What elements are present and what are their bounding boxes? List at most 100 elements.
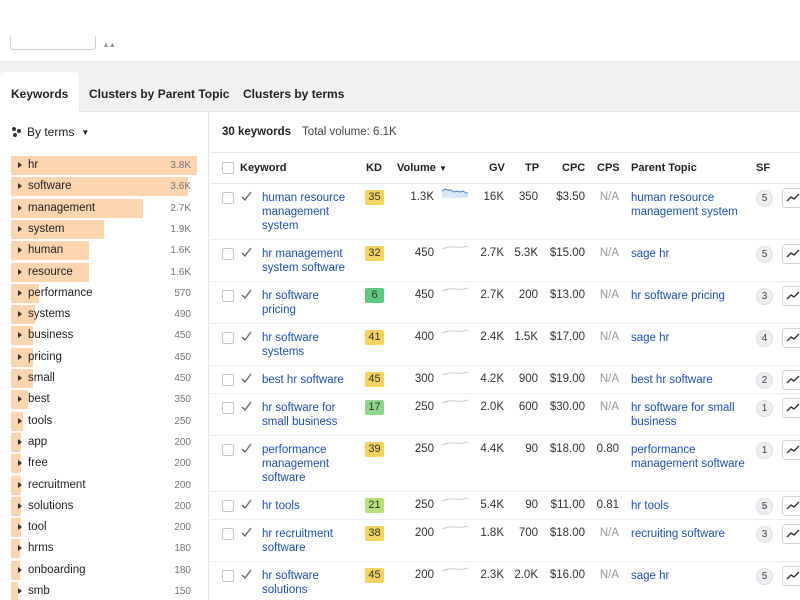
term-row[interactable]: management 2.7K [11,198,197,218]
term-row[interactable]: onboarding 180 [11,560,197,580]
sf-count-badge[interactable]: 2 [756,372,773,389]
group-by-dropdown[interactable]: By terms ▼ [12,125,89,139]
sf-count-badge[interactable]: 5 [756,498,773,515]
trend-chart-button[interactable] [782,496,800,516]
header-tp[interactable]: TP [525,162,540,174]
sf-count-badge[interactable]: 3 [756,526,773,543]
expand-arrow-icon[interactable] [18,460,22,467]
parent-topic-link[interactable]: sage hr [631,331,749,345]
expand-arrow-icon[interactable] [18,588,22,594]
expand-arrow-icon[interactable] [18,375,22,381]
trend-chart-button[interactable] [782,440,800,460]
keyword-link[interactable]: hr software for small business [262,401,357,429]
tab-keywords[interactable]: Keywords [0,72,80,112]
row-checkbox[interactable] [222,402,234,414]
term-row[interactable]: small 450 [11,369,197,388]
keyword-link[interactable]: hr recruitment software [262,527,357,555]
expand-arrow-icon[interactable] [18,183,22,190]
term-row[interactable]: free 200 [11,454,197,474]
row-checkbox[interactable] [222,290,234,302]
expand-arrow-icon[interactable] [18,545,22,552]
expand-arrow-icon[interactable] [18,481,22,488]
term-row[interactable]: software 3.6K [11,177,197,197]
expand-arrow-icon[interactable] [18,353,22,360]
term-row[interactable]: systems 490 [11,305,197,325]
trend-chart-button[interactable] [782,188,800,208]
sf-count-badge[interactable]: 4 [756,330,773,347]
row-checkbox[interactable] [222,528,234,540]
sf-count-badge[interactable]: 5 [756,568,773,585]
term-row[interactable]: tools 250 [11,411,197,431]
expand-arrow-icon[interactable] [18,417,22,424]
row-checkbox[interactable] [222,248,234,260]
keyword-link[interactable]: hr software pricing [262,289,357,317]
trend-chart-button[interactable] [782,370,800,390]
trend-chart-button[interactable] [782,328,800,348]
keyword-link[interactable]: hr tools [262,499,357,513]
parent-topic-link[interactable]: sage hr [631,247,749,261]
row-checkbox[interactable] [222,332,234,344]
term-row[interactable]: human 1.6K [11,241,197,261]
row-checkbox[interactable] [222,500,234,512]
term-row[interactable]: tool 200 [11,518,197,538]
expand-arrow-icon[interactable] [18,332,22,339]
header-cps[interactable]: CPS [597,162,620,174]
keyword-link[interactable]: hr software solutions [262,569,357,597]
tab-clusters-terms[interactable]: Clusters by terms [243,87,345,101]
parent-topic-link[interactable]: hr tools [631,499,749,513]
sf-count-badge[interactable]: 5 [756,246,773,263]
term-row[interactable]: resource 1.6K [11,262,197,282]
parent-topic-link[interactable]: recruiting software [631,527,749,541]
keyword-link[interactable]: best hr software [262,373,357,387]
term-row[interactable]: performance 570 [11,283,197,303]
term-row[interactable]: hr 3.8K [11,156,197,175]
expand-arrow-icon[interactable] [18,566,22,573]
sf-count-badge[interactable]: 5 [756,190,773,207]
sf-count-badge[interactable]: 1 [756,442,773,459]
term-row[interactable]: pricing 450 [11,347,197,367]
keyword-link[interactable]: human resource management system [262,191,357,233]
expand-arrow-icon[interactable] [18,311,22,318]
expand-arrow-icon[interactable] [18,524,22,531]
row-checkbox[interactable] [222,374,234,386]
header-parent-topic[interactable]: Parent Topic [631,162,697,174]
keyword-link[interactable]: hr management system software [262,247,357,275]
parent-topic-link[interactable]: sage hr [631,569,749,583]
parent-topic-link[interactable]: human resource management system [631,191,749,219]
expand-arrow-icon[interactable] [18,396,22,403]
term-row[interactable]: business 450 [11,326,197,346]
parent-topic-link[interactable]: hr software for small business [631,401,749,429]
trend-chart-button[interactable] [782,286,800,306]
term-row[interactable]: hrms 180 [11,539,197,559]
trend-chart-button[interactable] [782,566,800,586]
expand-arrow-icon[interactable] [18,268,22,275]
trend-chart-button[interactable] [782,524,800,544]
header-volume[interactable]: Volume ▼ [397,162,447,174]
tab-clusters-parent-topic[interactable]: Clusters by Parent Topic [89,87,230,101]
expand-arrow-icon[interactable] [18,502,22,509]
expand-arrow-icon[interactable] [18,162,22,168]
expand-arrow-icon[interactable] [18,438,22,445]
sf-count-badge[interactable]: 3 [756,288,773,305]
header-kd[interactable]: KD [366,162,382,174]
term-row[interactable]: solutions 200 [11,496,197,516]
expand-arrow-icon[interactable] [18,247,22,254]
header-keyword[interactable]: Keyword [240,162,287,174]
clipped-select[interactable] [10,36,96,50]
term-row[interactable]: smb 150 [11,582,197,600]
header-gv[interactable]: GV [489,162,505,174]
term-row[interactable]: app 200 [11,432,197,452]
sf-count-badge[interactable]: 1 [756,400,773,417]
select-all-checkbox[interactable] [222,162,234,174]
term-row[interactable]: best 350 [11,390,197,410]
parent-topic-link[interactable]: hr software pricing [631,289,749,303]
trend-chart-button[interactable] [782,244,800,264]
keyword-link[interactable]: hr software systems [262,331,357,359]
keyword-link[interactable]: performance management software [262,443,357,485]
expand-arrow-icon[interactable] [18,204,22,211]
trend-chart-button[interactable] [782,398,800,418]
row-checkbox[interactable] [222,192,234,204]
term-row[interactable]: system 1.9K [11,219,197,239]
header-sf[interactable]: SF [756,162,771,174]
more-icon[interactable]: ▴ ▴ [104,40,115,49]
